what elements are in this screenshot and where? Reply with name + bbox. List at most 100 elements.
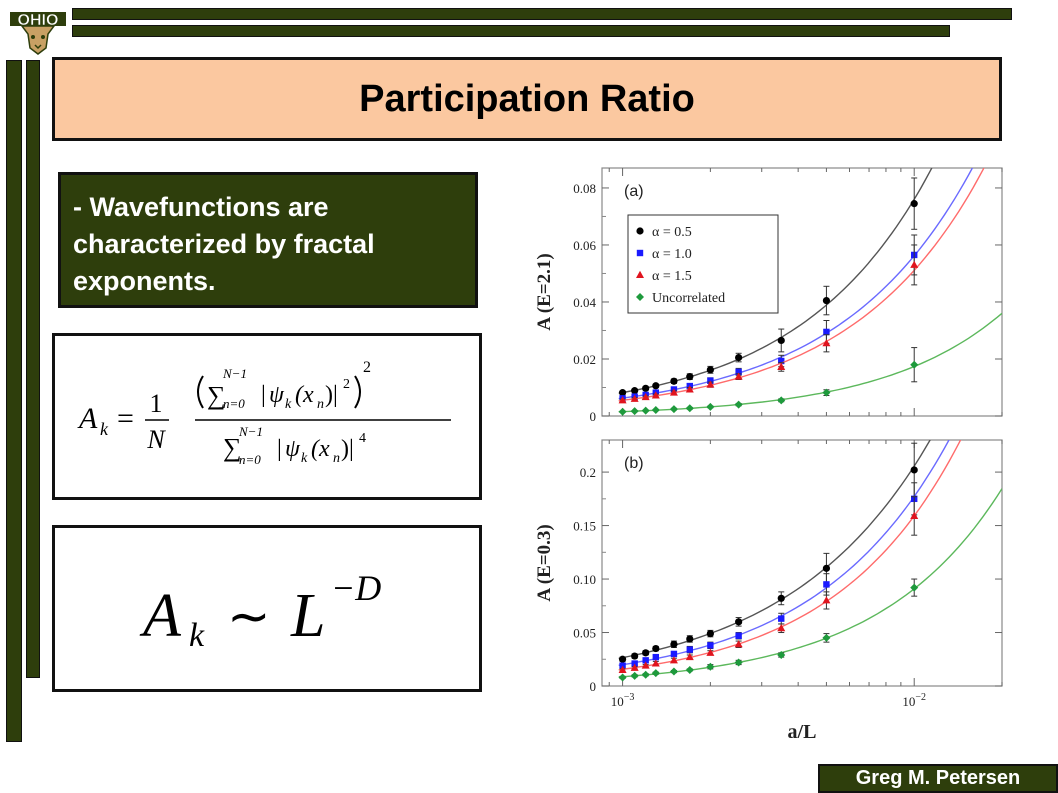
svg-text:∑: ∑ [207,381,226,410]
data-point [630,663,639,671]
eq2-relation: ∼ [227,589,271,646]
eq1-num-arg-sub: n [317,397,324,412]
data-point [651,669,660,678]
eq1-den-arg-sub: n [333,451,340,466]
y-axis-label: A (E=0.3) [534,524,555,601]
data-point [706,402,715,411]
data-point [707,642,714,649]
title-box: Participation Ratio [52,57,1002,141]
data-point [631,652,639,660]
equation-box-participation: A k = 1 N ∑ N−1 n=0 | ψ k (x n )| 2 2 ∑ … [52,333,482,500]
data-point [670,650,678,658]
eq2-exponent: −D [331,568,381,608]
data-point [651,406,660,415]
scaling-law-equation: A k ∼ L −D [139,568,381,654]
y-tick-label: 0.10 [573,572,596,587]
data-point [618,389,627,397]
equation-box-scaling: A k ∼ L −D [52,525,482,692]
data-point [618,665,627,673]
data-point [822,339,831,347]
ohio-bobcat-logo: OHIO [10,12,66,55]
data-point [641,406,650,415]
data-point [618,655,627,663]
header-bar-top [72,8,1012,20]
data-point [685,665,694,674]
data-point [734,372,743,380]
eq1-num-sum-upper: N−1 [222,366,247,381]
data-point [630,671,639,680]
author-footer: Greg M. Petersen [818,764,1058,793]
data-point [777,594,785,602]
data-point [618,407,627,416]
y-tick-label: 0.05 [573,626,596,641]
svg-text:)|: )| [341,436,354,462]
bullet-box: - Wavefunctions are characterized by fra… [58,172,478,308]
data-point [706,629,714,638]
data-point [822,388,831,397]
slide-title: Participation Ratio [359,77,695,120]
data-point [910,466,918,474]
eq1-num-sum-lower: n=0 [223,396,245,411]
eq2-base: L [290,582,325,650]
data-point [822,596,831,604]
data-point [822,633,831,642]
fit-line-0 [618,168,933,394]
y-tick-label: 0.2 [580,465,596,480]
data-point [630,394,639,402]
data-point [618,673,627,682]
data-point [631,660,638,667]
participation-ratio-chart: 00.020.040.060.08A (E=2.1)(a)α = 0.5α = … [534,167,1003,743]
data-point [706,648,715,656]
eq1-lhs-sub: k [100,419,109,439]
data-point [822,296,831,305]
data-point [630,407,639,416]
eq1-den-arg: (x [311,436,330,462]
data-point [641,661,650,669]
svg-text:k: k [301,451,308,466]
legend-label: α = 0.5 [652,225,692,240]
data-point [910,583,919,592]
data-point [734,400,743,409]
eq2-lhs-sub: k [189,617,205,654]
eq1-num-power: 2 [343,377,350,392]
eq1-lhs: A [77,402,98,435]
eq1-den-power: 4 [359,431,366,446]
participation-ratio-equation: A k = 1 N ∑ N−1 n=0 | ψ k (x n )| 2 2 ∑ … [77,359,451,467]
data-point [778,357,785,365]
data-point [619,662,626,669]
data-point [735,353,743,362]
data-point [777,624,786,632]
x-tick-label: 10−2 [902,692,926,709]
x-tick-label: 10−3 [611,692,635,709]
eq1-den-sum-upper: N−1 [238,424,263,439]
panel-label: (a) [624,183,644,200]
y-tick-label: 0.02 [573,352,596,367]
data-point [669,667,678,676]
data-point [652,644,660,653]
x-tick-exponent: −2 [915,692,926,703]
fit-line-1 [618,168,974,400]
y-axis-label: A (E=2.1) [534,253,555,330]
fit-line-0 [618,440,931,660]
fit-line-2 [618,168,985,402]
data-point [734,640,743,648]
header-bar-bottom [72,25,950,37]
data-point [777,336,785,345]
data-point [822,564,831,572]
svg-text:k: k [285,397,292,412]
data-point [669,656,678,664]
legend-frame [627,214,779,314]
data-point [777,396,786,405]
side-bar-right [26,60,40,678]
fit-line-3 [618,312,1002,413]
panel-label: (b) [624,455,644,472]
legend-label: Uncorrelated [652,291,725,306]
legend-marker [636,270,644,278]
data-point [778,615,785,622]
data-point [642,384,650,392]
legend-label: α = 1.0 [652,247,692,262]
data-point [734,658,743,667]
svg-text:|: | [277,436,282,462]
data-point [823,328,830,336]
data-point [735,618,743,626]
